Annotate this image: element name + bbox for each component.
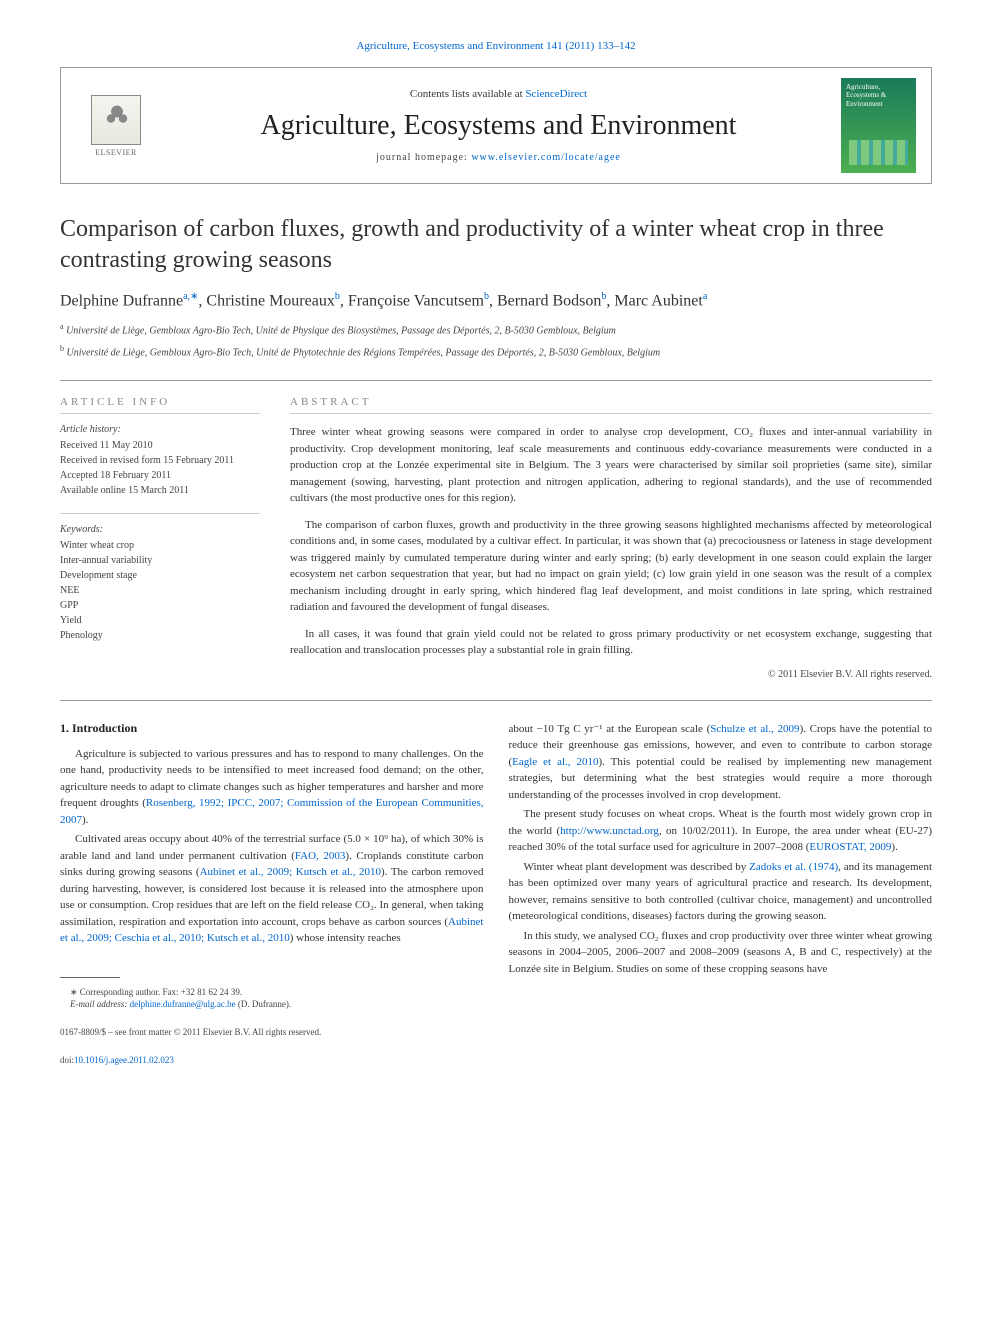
intro-p2: Cultivated areas occupy about 40% of the… <box>60 831 484 947</box>
history-received: Received 11 May 2010 <box>60 438 260 453</box>
author-1: Delphine Dufranne <box>60 293 183 310</box>
email-footnote: E-mail address: delphine.dufranne@ulg.ac… <box>60 998 484 1011</box>
info-abstract-row: article info Article history: Received 1… <box>60 396 932 680</box>
cover-label: Agriculture, Ecosystems & Environment <box>841 78 916 113</box>
article-info-label: article info <box>60 396 260 414</box>
history-revised: Received in revised form 15 February 201… <box>60 453 260 468</box>
journal-masthead: ELSEVIER Contents lists available at Sci… <box>60 67 932 184</box>
abstract-p2: The comparison of carbon fluxes, growth … <box>290 517 932 616</box>
body-columns: 1. Introduction Agriculture is subjected… <box>60 721 932 1066</box>
abstract-label: abstract <box>290 396 932 414</box>
divider-2 <box>60 700 932 701</box>
doi-link[interactable]: 10.1016/j.agee.2011.02.023 <box>74 1055 174 1065</box>
author-1-aff[interactable]: a, <box>183 291 190 302</box>
abstract-p3: In all cases, it was found that grain yi… <box>290 626 932 659</box>
publisher-logo: ELSEVIER <box>76 88 156 163</box>
author-list: Delphine Dufrannea,∗, Christine Moureaux… <box>60 291 932 310</box>
author-5: , Marc Aubinet <box>606 293 702 310</box>
history-accepted: Accepted 18 February 2011 <box>60 468 260 483</box>
footnote-divider <box>60 977 120 978</box>
right-column: about −10 Tg C yr⁻¹ at the European scal… <box>509 721 933 1066</box>
article-info-column: article info Article history: Received 1… <box>60 396 260 680</box>
intro-p5: In this study, we analysed CO₂ fluxes an… <box>509 928 933 978</box>
affiliation-a: a Université de Liège, Gembloux Agro-Bio… <box>60 321 932 338</box>
journal-title: Agriculture, Ecosystems and Environment <box>156 110 841 142</box>
corresponding-footnote: ∗ Corresponding author. Fax: +32 81 62 2… <box>60 986 484 999</box>
sciencedirect-link[interactable]: ScienceDirect <box>525 88 587 100</box>
ref-link[interactable]: Zadoks et al. (1974) <box>749 861 838 873</box>
affiliation-b: b Université de Liège, Gembloux Agro-Bio… <box>60 343 932 360</box>
keyword: Yield <box>60 613 260 628</box>
elsevier-tree-icon <box>91 95 141 145</box>
author-4: , Bernard Bodson <box>489 293 601 310</box>
keyword: Development stage <box>60 568 260 583</box>
contents-available-line: Contents lists available at ScienceDirec… <box>156 88 841 100</box>
author-2: , Christine Moureaux <box>198 293 334 310</box>
keyword: NEE <box>60 583 260 598</box>
intro-p2-cont: about −10 Tg C yr⁻¹ at the European scal… <box>509 721 933 804</box>
journal-cover-thumbnail: Agriculture, Ecosystems & Environment <box>841 78 916 173</box>
keyword: GPP <box>60 598 260 613</box>
keyword: Winter wheat crop <box>60 538 260 553</box>
intro-p3: The present study focuses on wheat crops… <box>509 806 933 856</box>
ref-link[interactable]: Eagle et al., 2010 <box>512 756 598 768</box>
homepage-prefix: journal homepage: <box>376 152 471 163</box>
history-label: Article history: <box>60 424 260 435</box>
header-citation: Agriculture, Ecosystems and Environment … <box>60 40 932 52</box>
masthead-center: Contents lists available at ScienceDirec… <box>156 88 841 163</box>
section-1-heading: 1. Introduction <box>60 721 484 736</box>
author-5-aff[interactable]: a <box>703 291 707 302</box>
footer-doi: doi:10.1016/j.agee.2011.02.023 <box>60 1054 484 1067</box>
email-link[interactable]: delphine.dufranne@ulg.ac.be <box>130 999 236 1009</box>
intro-p1: Agriculture is subjected to various pres… <box>60 746 484 829</box>
abstract-column: abstract Three winter wheat growing seas… <box>290 396 932 680</box>
homepage-line: journal homepage: www.elsevier.com/locat… <box>156 152 841 163</box>
author-3: , Françoise Vancutsem <box>340 293 484 310</box>
intro-p4: Winter wheat plant development was descr… <box>509 859 933 925</box>
left-column: 1. Introduction Agriculture is subjected… <box>60 721 484 1066</box>
ref-link[interactable]: http://www.unctad.org <box>560 825 659 837</box>
ref-link[interactable]: Aubinet et al., 2009; Kutsch et al., 201… <box>200 866 381 878</box>
ref-link[interactable]: FAO, 2003 <box>295 850 346 862</box>
article-title: Comparison of carbon fluxes, growth and … <box>60 214 932 276</box>
homepage-link[interactable]: www.elsevier.com/locate/agee <box>471 152 621 163</box>
abstract-copyright: © 2011 Elsevier B.V. All rights reserved… <box>290 669 932 680</box>
keyword: Phenology <box>60 628 260 643</box>
contents-prefix: Contents lists available at <box>410 88 525 100</box>
abstract-p1: Three winter wheat growing seasons were … <box>290 424 932 507</box>
divider <box>60 380 932 381</box>
keyword: Inter-annual variability <box>60 553 260 568</box>
publisher-label: ELSEVIER <box>95 148 137 157</box>
footer-rights: 0167-8809/$ – see front matter © 2011 El… <box>60 1026 484 1039</box>
keywords-label: Keywords: <box>60 513 260 535</box>
history-online: Available online 15 March 2011 <box>60 483 260 498</box>
header-citation-link[interactable]: Agriculture, Ecosystems and Environment … <box>356 40 635 52</box>
ref-link[interactable]: Schulze et al., 2009 <box>710 723 799 735</box>
ref-link[interactable]: EUROSTAT, 2009 <box>809 841 891 853</box>
